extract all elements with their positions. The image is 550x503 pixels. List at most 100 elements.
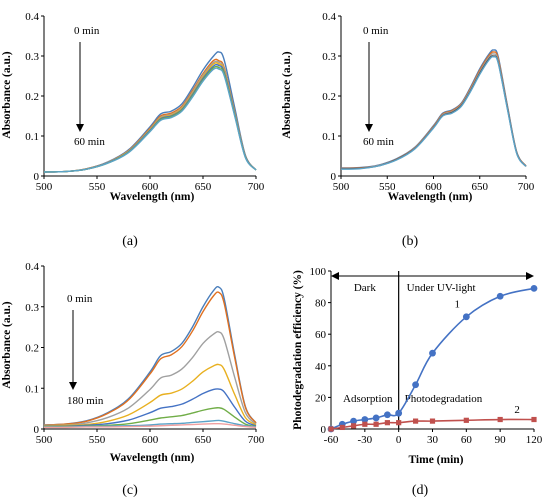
panel-c-series-line-4 (43, 363, 257, 427)
panel-a-series-line-5 (43, 63, 257, 173)
panel-b-annotation-start: 0 min (363, 25, 389, 37)
panel-a-label: (a) (122, 234, 138, 249)
panel-d-point-series-1 (395, 409, 403, 417)
panel-b-series-line-5 (340, 55, 527, 170)
panel-a-y-tick-label: 0.2 (25, 91, 39, 103)
panel-d-adsorption-label: Adsorption (343, 393, 393, 405)
panel-d-point-series-1 (350, 417, 357, 425)
panel-d-y-tick-label: 100 (310, 266, 327, 278)
panel-c-y-tick-label: 0.3 (25, 302, 39, 314)
panel-d-point-series-1 (372, 414, 380, 422)
panel-b-y-axis-title: Absorbance (a.u.) (281, 51, 293, 138)
panel-a-annotation-end: 60 min (74, 136, 105, 148)
panel-a-series-line-7 (43, 67, 257, 173)
panel-d-point-series-2 (362, 421, 368, 427)
panel-b-x-tick-label: 700 (518, 181, 535, 193)
panel-a-x-tick-label: 650 (195, 181, 212, 193)
panel-d-y-tick-label: 0 (321, 424, 327, 436)
panel-d-x-tick-label: 90 (495, 434, 507, 446)
panel-c-annotation-end: 180 min (67, 395, 104, 407)
panel-b-y-tick-label: 0.1 (322, 131, 336, 143)
panel-c-y-tick-label: 0.2 (25, 343, 39, 355)
panel-d-point-series-1 (429, 349, 436, 357)
panel-c-x-tick-label: 700 (248, 434, 265, 446)
panel-a-series-line-4 (43, 62, 257, 173)
panel-a-x-tick-label: 500 (36, 181, 53, 193)
panel-a-x-tick-label: 700 (248, 181, 265, 193)
panel-a-x-axis-title: Wavelength (nm) (110, 191, 195, 203)
panel-b-x-axis-title: Wavelength (nm) (388, 191, 473, 203)
panel-d-point-series-1 (412, 381, 419, 389)
panel-d-x-tick-label: 0 (396, 434, 402, 446)
panel-d-y-tick-label: 80 (315, 298, 327, 310)
panel-d-point-series-2 (328, 426, 334, 432)
panel-d-point-series-2 (350, 423, 357, 429)
panel-d-series-label-1: 1 (455, 298, 461, 310)
panel-d-series-label-2: 2 (514, 404, 520, 416)
panel-d-point-series-1 (361, 416, 369, 423)
panel-c-x-tick-label: 600 (142, 434, 159, 446)
panel-d-point-series-2 (384, 420, 390, 426)
panel-c-series-line-3 (43, 330, 257, 427)
panel-c-y-tick-label: 0 (34, 424, 40, 436)
panel-c-y-tick-label: 0.4 (25, 261, 39, 273)
panel-d-point-series-2 (373, 421, 379, 427)
panel-d-point-series-1 (530, 284, 538, 292)
panel-a-y-tick-label: 0 (34, 171, 40, 183)
panel-b-x-tick-label: 650 (472, 181, 489, 193)
panel-d-x-tick-label: -30 (357, 434, 372, 446)
panel-b-x-tick-label: 550 (379, 181, 396, 193)
panel-c-y-tick-label: 0.1 (25, 383, 39, 395)
panel-a-x-tick-label: 600 (142, 181, 159, 193)
panel-d-uv-label: Under UV-light (407, 282, 476, 294)
panel-c-annotation-start: 0 min (67, 293, 93, 305)
panel-a-annotation-start: 0 min (74, 25, 100, 37)
panel-d-x-tick-label: 30 (427, 434, 439, 446)
panel-a-y-tick-label: 0.1 (25, 131, 39, 143)
panel-a-series-line-6 (43, 65, 257, 173)
panel-d-dark-label: Dark (354, 282, 376, 294)
panel-d-y-axis-title: Photodegradation efficiency (%) (292, 270, 304, 430)
panel-a-x-tick-label: 550 (89, 181, 106, 193)
panel-d-point-series-2 (396, 420, 402, 426)
panel-c-x-axis-title: Wavelength (nm) (110, 452, 195, 464)
panel-d: 0 20 40 60 80 100 -60 -30 0 30 60 90 120 Dark Under UV… (292, 266, 543, 498)
panel-d-point-series-1 (462, 313, 470, 321)
panel-a: 0 0.1 0.2 0.3 0.4 500 550 600 650 700 Absorbance … (1, 11, 265, 249)
panel-d-y-tick-label: 20 (315, 392, 327, 404)
panel-d-label: (d) (412, 483, 429, 498)
panel-b-y-tick-label: 0.2 (322, 91, 336, 103)
panel-d-x-tick-label: 120 (526, 434, 543, 446)
panel-d-x-tick-label: -60 (324, 434, 339, 446)
panel-a-y-axis-title: Absorbance (a.u.) (1, 51, 13, 138)
panel-a-plot: 0 0.1 0.2 0.3 0.4 500 550 600 650 700 (25, 11, 265, 193)
panel-d-point-series-2 (497, 416, 503, 423)
panel-b-y-tick-label: 0 (331, 171, 337, 183)
panel-c-label: (c) (122, 483, 138, 498)
panel-b-x-tick-label: 600 (425, 181, 442, 193)
panel-a-y-tick-label: 0.3 (25, 51, 39, 63)
panel-d-point-series-1 (496, 292, 504, 300)
panel-c: 0 0.1 0.2 0.3 0.4 500 550 600 650 700 Absorbance … (1, 261, 265, 498)
panel-d-point-series-2 (463, 417, 469, 423)
panel-c-y-axis-title: Absorbance (a.u.) (1, 301, 13, 388)
panel-b-y-tick-label: 0.4 (322, 11, 336, 23)
panel-c-series-line-7 (43, 419, 257, 428)
panel-c-plot: 0 0.1 0.2 0.3 0.4 500 550 600 650 700 (25, 261, 265, 446)
panel-d-photodegradation-label: Photodegradation (405, 393, 483, 405)
panel-d-y-tick-label: 40 (315, 361, 327, 373)
panel-d-point-series-2 (412, 418, 419, 424)
panel-c-x-tick-label: 500 (36, 434, 53, 446)
panel-d-point-series-1 (383, 411, 391, 419)
panel-a-y-tick-label: 0.4 (25, 11, 39, 23)
panel-b-annotation-end: 60 min (363, 136, 394, 148)
panel-b-label: (b) (402, 234, 419, 249)
panel-d-x-tick-label: 60 (461, 434, 473, 446)
panel-d-point-series-2 (339, 424, 345, 431)
panel-c-x-tick-label: 650 (195, 434, 212, 446)
panel-c-x-tick-label: 550 (89, 434, 106, 446)
panel-b-x-tick-label: 500 (333, 181, 350, 193)
panel-d-plot: 0 20 40 60 80 100 -60 -30 0 30 60 90 120 Dark Under UV… (310, 266, 543, 446)
panel-c-series-line-5 (43, 388, 257, 427)
